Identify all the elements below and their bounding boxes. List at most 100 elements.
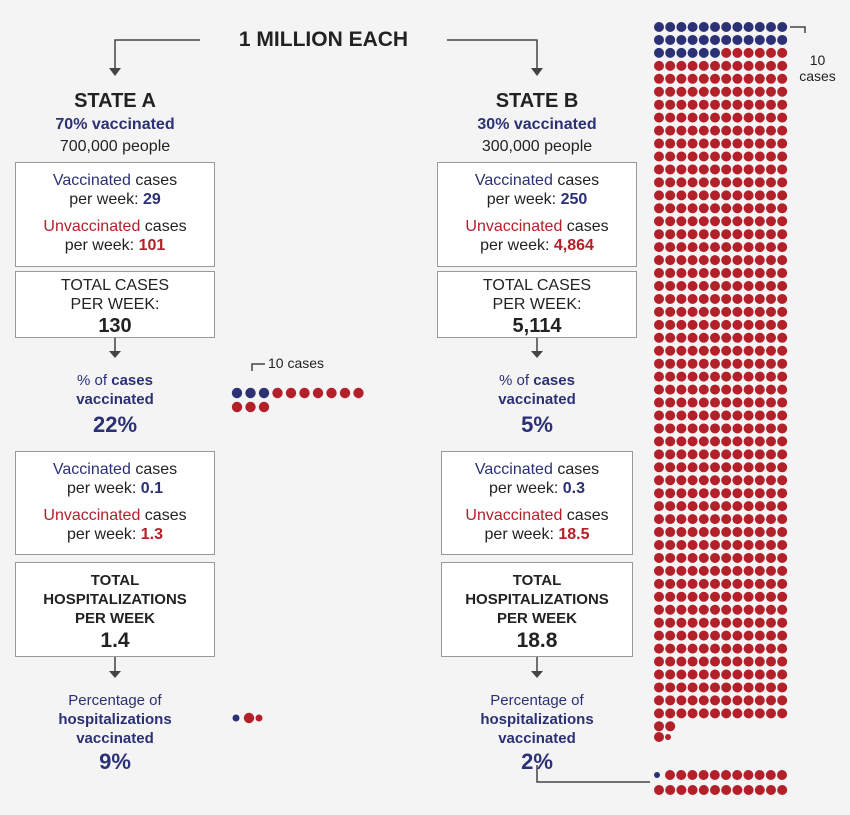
- dot: [665, 216, 676, 227]
- dot: [732, 151, 743, 162]
- dot: [777, 190, 788, 201]
- dot: [676, 462, 687, 473]
- dot: [710, 60, 720, 71]
- dot: [732, 540, 743, 550]
- dot: [777, 242, 788, 253]
- arrow-head: [109, 671, 121, 678]
- dot: [272, 387, 283, 399]
- dot: [777, 99, 788, 110]
- dot: [754, 306, 765, 317]
- dot: [777, 604, 788, 615]
- dot: [777, 229, 788, 240]
- dot: [687, 151, 698, 162]
- arrow-head: [531, 351, 543, 358]
- dot: [654, 604, 664, 615]
- state-name: STATE A: [0, 90, 235, 113]
- dot: [721, 34, 732, 45]
- dot: [732, 436, 743, 447]
- dot: [777, 423, 788, 434]
- dot: [766, 371, 776, 382]
- dot: [665, 785, 676, 795]
- dot: [654, 229, 664, 240]
- dot: [654, 462, 664, 473]
- dot: [698, 552, 709, 563]
- dot: [721, 449, 732, 460]
- dot: [743, 682, 754, 693]
- dot: [754, 345, 765, 356]
- label: per week:: [486, 191, 557, 208]
- dot: [710, 436, 720, 447]
- dot: [721, 695, 732, 706]
- dot: [721, 785, 732, 795]
- dot: [665, 604, 676, 615]
- dot: [654, 423, 664, 434]
- dot: [654, 772, 660, 778]
- dot: [743, 73, 754, 84]
- dot: [710, 190, 720, 201]
- dot: [732, 99, 743, 110]
- dot: [732, 591, 743, 602]
- dot: [710, 22, 720, 32]
- dot: [698, 293, 709, 304]
- dot: [732, 462, 743, 473]
- dot: [654, 540, 664, 550]
- dot: [665, 643, 676, 654]
- dot: [676, 669, 687, 680]
- text: vaccinated: [76, 730, 154, 747]
- dot: [687, 591, 698, 602]
- dot: [777, 164, 788, 175]
- dot: [654, 34, 664, 45]
- label: Unvaccinated: [465, 218, 563, 235]
- dot: [777, 345, 788, 356]
- dot: [721, 770, 731, 780]
- dot: [698, 540, 709, 550]
- dot: [766, 591, 776, 602]
- dot: [665, 60, 676, 71]
- dot: [698, 112, 709, 123]
- dot: [687, 138, 698, 149]
- dot: [754, 695, 765, 706]
- dot: [665, 293, 676, 304]
- dot: [743, 785, 754, 795]
- dot: [654, 630, 664, 641]
- dot-legend: 10 cases: [268, 355, 324, 371]
- dot: [754, 138, 765, 149]
- dot: [698, 410, 709, 421]
- dot: [732, 345, 743, 356]
- dot: [676, 216, 687, 227]
- dot: [754, 527, 765, 538]
- dot: [777, 643, 788, 654]
- dot: [676, 358, 687, 369]
- dot: [743, 475, 754, 486]
- dot: [665, 99, 676, 110]
- dot: [654, 281, 664, 291]
- dot: [698, 449, 709, 460]
- dot: [732, 643, 743, 654]
- dot: [732, 125, 743, 136]
- dot: [353, 387, 364, 399]
- label: per week:: [488, 480, 559, 497]
- dot: [676, 242, 687, 253]
- dot: [766, 358, 776, 369]
- dot: [777, 22, 788, 32]
- dot: [654, 164, 664, 175]
- dot: [654, 436, 664, 447]
- text: 70% vaccinated: [55, 116, 175, 133]
- dot: [676, 643, 687, 654]
- dot: [743, 384, 754, 395]
- dot: [665, 591, 676, 602]
- dot: [754, 449, 765, 460]
- header: 1 MILLION EACH: [238, 28, 409, 51]
- dot: [721, 527, 732, 538]
- label: cases: [557, 172, 600, 189]
- dot: [777, 617, 788, 628]
- dot: [710, 540, 720, 550]
- dot: [710, 151, 720, 162]
- dot: [665, 630, 676, 641]
- dot: [777, 319, 788, 330]
- dot: [687, 708, 698, 719]
- dot: [777, 86, 788, 97]
- dot: [710, 630, 720, 641]
- dot: [654, 151, 664, 162]
